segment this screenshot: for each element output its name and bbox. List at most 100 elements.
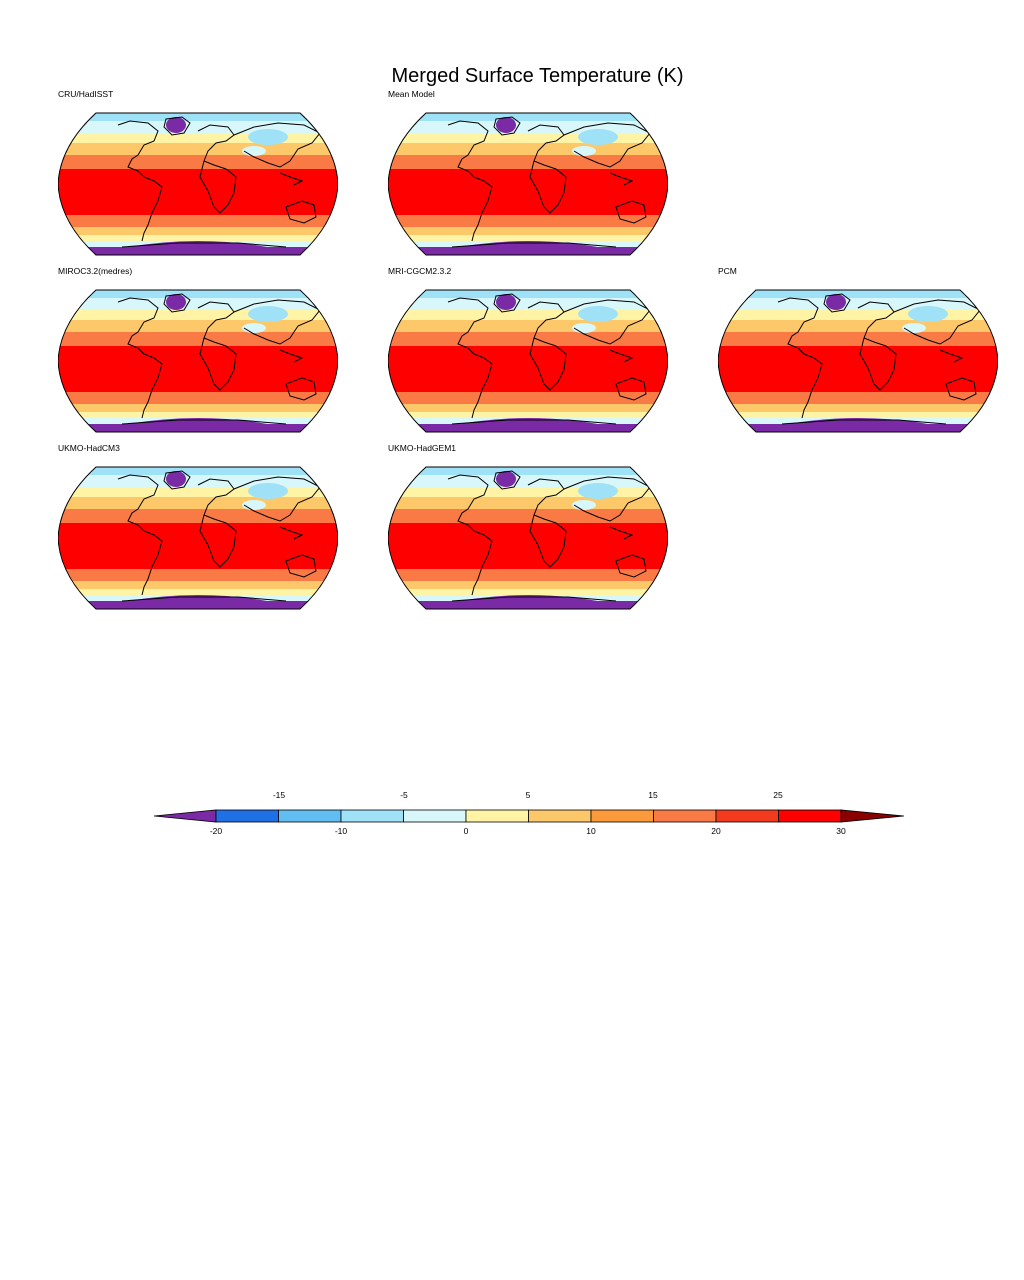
coastline bbox=[121, 419, 287, 425]
temperature-field bbox=[58, 113, 338, 255]
temperature-band bbox=[388, 589, 668, 595]
cold-region bbox=[902, 323, 926, 333]
coastline bbox=[529, 337, 567, 391]
map-panel-hadgem1: UKMO-HadGEM1 bbox=[388, 443, 678, 619]
temperature-band bbox=[58, 392, 338, 404]
coastline bbox=[117, 297, 159, 355]
map-border bbox=[718, 289, 998, 433]
temperature-band bbox=[58, 113, 338, 121]
coastline bbox=[451, 242, 617, 248]
temperature-band bbox=[388, 467, 668, 475]
temperature-band bbox=[718, 346, 998, 392]
temperature-band bbox=[58, 475, 338, 487]
temperature-band bbox=[58, 133, 338, 143]
map-panel-cru-hadisst: CRU/HadISST bbox=[58, 89, 348, 265]
temperature-band bbox=[388, 215, 668, 227]
temperature-band bbox=[388, 320, 668, 332]
temperature-band bbox=[58, 487, 338, 497]
coastline bbox=[141, 353, 163, 419]
colorbar-segment bbox=[340, 809, 404, 823]
temperature-band bbox=[388, 113, 668, 121]
colorbar-tick-label: 10 bbox=[586, 826, 596, 836]
colorbar-tick-label: -15 bbox=[272, 790, 286, 800]
cold-region bbox=[572, 500, 596, 510]
coastline bbox=[493, 116, 521, 136]
coastline bbox=[199, 160, 237, 214]
temperature-band bbox=[388, 581, 668, 589]
temperature-band bbox=[58, 589, 338, 595]
temperature-band bbox=[388, 235, 668, 241]
panel-label: PCM bbox=[718, 266, 737, 276]
temperature-band bbox=[58, 143, 338, 155]
coastline bbox=[471, 353, 493, 419]
coastline bbox=[777, 297, 819, 355]
coastline bbox=[197, 478, 235, 516]
temperature-band bbox=[58, 346, 338, 392]
temperature-band bbox=[58, 497, 338, 509]
temperature-band bbox=[718, 310, 998, 320]
coastline bbox=[493, 293, 521, 313]
temperature-band bbox=[718, 320, 998, 332]
cold-region bbox=[572, 323, 596, 333]
temperature-band bbox=[388, 332, 668, 346]
coastline bbox=[615, 554, 647, 578]
cold-region bbox=[242, 500, 266, 510]
temperature-band bbox=[58, 509, 338, 523]
temperature-band bbox=[388, 133, 668, 143]
temperature-band bbox=[58, 412, 338, 418]
coastline bbox=[285, 200, 317, 224]
coastline bbox=[447, 297, 489, 355]
map-panel-miroc: MIROC3.2(medres) bbox=[58, 266, 348, 442]
coastline bbox=[285, 554, 317, 578]
map-panel-hadcm3: UKMO-HadCM3 bbox=[58, 443, 348, 619]
temperature-band bbox=[718, 332, 998, 346]
temperature-band bbox=[388, 298, 668, 310]
temperature-field bbox=[388, 467, 668, 609]
greenland-region bbox=[496, 471, 516, 487]
coastline bbox=[609, 526, 634, 540]
map-panel-pcm: PCM bbox=[718, 266, 1008, 442]
temperature-band bbox=[388, 487, 668, 497]
coastline bbox=[117, 120, 159, 178]
world-map bbox=[58, 466, 338, 610]
coastline bbox=[615, 200, 647, 224]
temperature-band bbox=[388, 169, 668, 215]
coastline bbox=[447, 120, 489, 178]
coastlines bbox=[777, 293, 981, 425]
colorbar-max-arrow bbox=[840, 809, 905, 823]
temperature-field bbox=[58, 290, 338, 432]
temperature-band bbox=[388, 497, 668, 509]
cold-region bbox=[248, 483, 288, 499]
coastline bbox=[527, 124, 565, 162]
map-panel-mri: MRI-CGCM2.3.2 bbox=[388, 266, 678, 442]
coastline bbox=[451, 596, 617, 602]
coastline bbox=[141, 176, 163, 242]
panel-label: UKMO-HadGEM1 bbox=[388, 443, 457, 453]
temperature-band bbox=[58, 569, 338, 581]
temperature-band bbox=[388, 227, 668, 235]
colorbar-tick-label: 25 bbox=[773, 790, 783, 800]
temperature-field bbox=[718, 290, 998, 432]
coastline bbox=[471, 530, 493, 596]
colorbar-segment bbox=[653, 809, 717, 823]
world-map bbox=[388, 112, 668, 256]
temperature-band bbox=[58, 169, 338, 215]
colorbar-tick-label: -20 bbox=[209, 826, 223, 836]
cold-region bbox=[248, 306, 288, 322]
coastline bbox=[529, 514, 567, 568]
cold-region bbox=[248, 129, 288, 145]
coastline bbox=[285, 377, 317, 401]
temperature-band bbox=[58, 310, 338, 320]
coastline bbox=[197, 301, 235, 339]
coastline bbox=[939, 349, 964, 363]
temperature-band bbox=[58, 121, 338, 133]
temperature-band bbox=[388, 412, 668, 418]
coastlines bbox=[447, 116, 651, 248]
coastline bbox=[451, 419, 617, 425]
world-map bbox=[58, 112, 338, 256]
temperature-band bbox=[58, 298, 338, 310]
coastline bbox=[823, 293, 851, 313]
world-map bbox=[58, 289, 338, 433]
temperature-band bbox=[388, 310, 668, 320]
map-border bbox=[58, 466, 338, 610]
